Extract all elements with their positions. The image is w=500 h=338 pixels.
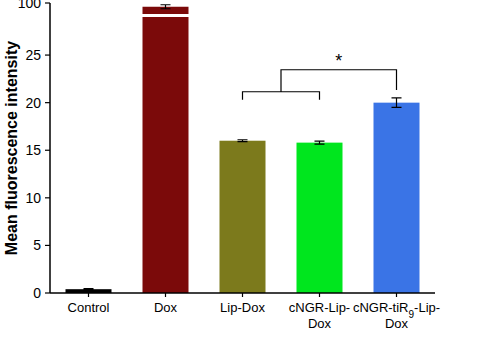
error-bar (392, 98, 402, 108)
y-tick (45, 245, 50, 246)
y-axis-title: Mean fluorescence intensity (3, 41, 20, 255)
error-bar (238, 140, 248, 142)
bar (220, 141, 266, 293)
x-tick (396, 293, 397, 297)
y-tick (45, 292, 50, 293)
y-tick-label: 10 (25, 190, 41, 206)
axis-break-band (142, 14, 190, 17)
bars (66, 5, 420, 293)
significance-label: * (335, 51, 342, 71)
y-tick-label: 100 (18, 0, 42, 11)
y-tick (45, 102, 50, 103)
x-tick (88, 293, 89, 297)
chart: 0 5 10 15 20 25 100 Control Dox Lip-Dox cNGR-Lip-D… (0, 0, 500, 338)
y-tick (45, 197, 50, 198)
y-tick-label: 20 (25, 95, 41, 111)
y-tick-label: 15 (25, 142, 41, 158)
x-tick (319, 293, 320, 297)
bar (143, 7, 189, 293)
x-tick (242, 293, 243, 297)
bar (374, 103, 420, 293)
significance-bracket (243, 70, 397, 100)
y-tick (45, 54, 50, 55)
bar (297, 143, 343, 293)
y-axis (49, 3, 51, 293)
x-tick-label: Dox (154, 300, 178, 315)
x-tick-label: Lip-Dox (220, 300, 265, 315)
y-tick-label: 5 (33, 237, 41, 253)
y-tick-label: 25 (25, 47, 41, 63)
x-tick (165, 293, 166, 297)
x-tick-label: cNGR-Lip-Dox (289, 300, 350, 331)
y-tick-label: 0 (33, 285, 41, 301)
y-tick (45, 2, 50, 3)
error-bar (315, 141, 325, 144)
x-tick-label: cNGR-tiR9-Lip-Dox (353, 300, 440, 331)
error-bar (84, 288, 94, 290)
x-tick-label: Control (68, 300, 110, 315)
y-tick (45, 150, 50, 151)
error-bar (161, 5, 171, 9)
